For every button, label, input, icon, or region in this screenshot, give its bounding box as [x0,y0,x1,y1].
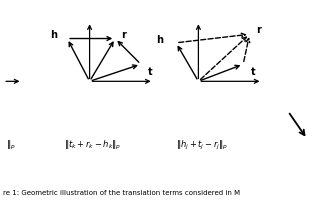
Text: $\mathbf{h}$: $\mathbf{h}$ [156,33,164,45]
Text: $\| t_k + r_k - h_k \|_p$: $\| t_k + r_k - h_k \|_p$ [64,139,122,152]
Text: $\mathbf{t}$: $\mathbf{t}$ [250,65,256,77]
Text: $\mathbf{r}$: $\mathbf{r}$ [121,29,128,40]
Text: $\|_p$: $\|_p$ [6,139,16,152]
Text: re 1: Geometric illustration of the translation terms considered in M: re 1: Geometric illustration of the tran… [3,190,240,196]
Text: $\mathbf{r}$: $\mathbf{r}$ [256,24,263,36]
Text: $\mathbf{t}$: $\mathbf{t}$ [147,65,154,77]
Text: $\mathbf{h}$: $\mathbf{h}$ [50,28,59,40]
Text: $\| h_j + t_j - r_j \|_p$: $\| h_j + t_j - r_j \|_p$ [176,139,228,152]
